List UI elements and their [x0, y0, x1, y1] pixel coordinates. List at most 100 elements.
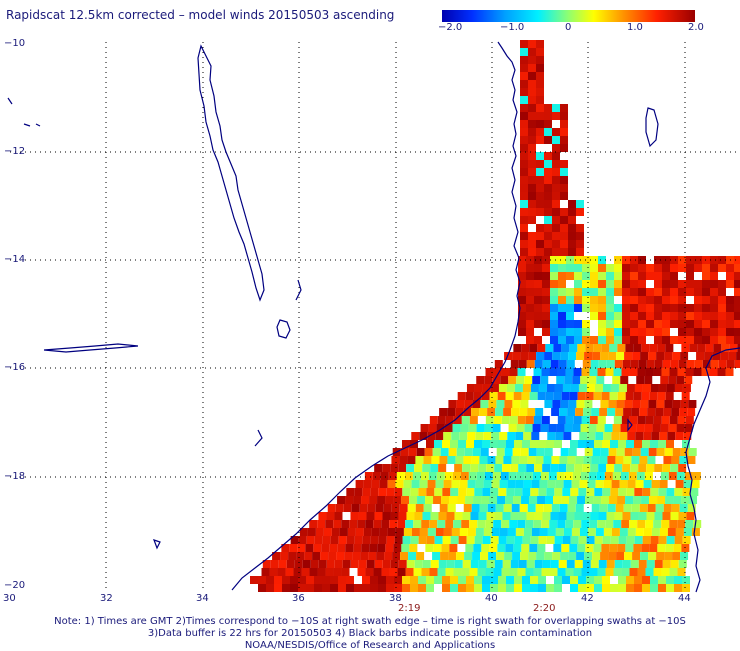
wind-cell — [542, 512, 551, 520]
wind-cell — [622, 280, 630, 288]
wind-cell — [393, 496, 402, 504]
wind-cell — [617, 496, 626, 504]
wind-cell — [593, 392, 602, 400]
wind-cell — [594, 384, 603, 392]
wind-cell — [520, 72, 528, 80]
wind-cell — [621, 368, 630, 376]
wind-cell — [434, 536, 443, 544]
wind-cell — [362, 584, 370, 592]
wind-cell — [611, 528, 620, 536]
wind-cell — [542, 272, 550, 280]
wind-cell — [270, 560, 279, 568]
wind-cell — [602, 488, 611, 496]
wind-cell — [382, 512, 391, 520]
wind-cell — [394, 584, 402, 592]
note-line-3: NOAA/NESDIS/Office of Research and Appli… — [244, 640, 496, 651]
wind-cell — [403, 480, 412, 488]
wind-cell — [441, 544, 450, 552]
wind-cell — [423, 504, 432, 512]
wind-cell — [566, 272, 574, 280]
wind-cell — [399, 504, 408, 512]
wind-cell — [718, 288, 726, 296]
wind-cell — [489, 544, 498, 552]
wind-cell — [258, 584, 266, 592]
wind-cell — [562, 576, 570, 584]
wind-cell — [526, 264, 534, 272]
wind-cell — [569, 496, 578, 504]
wind-cell — [672, 352, 681, 360]
wind-cell — [574, 464, 583, 472]
wind-cell — [520, 200, 528, 208]
wind-cell — [492, 472, 501, 480]
wind-cell — [531, 528, 540, 536]
wind-cell — [544, 168, 552, 176]
wind-cell — [558, 320, 566, 328]
wind-cell — [502, 464, 511, 472]
wind-cell — [389, 568, 398, 576]
wind-cell — [582, 464, 591, 472]
wind-cell — [580, 376, 589, 384]
wind-cell — [648, 552, 657, 560]
wind-cell — [537, 496, 546, 504]
wind-cell — [429, 568, 438, 576]
wind-cell — [506, 536, 515, 544]
wind-cell — [550, 560, 559, 568]
colorbar-label-pos1: 1.0 — [627, 22, 643, 33]
wind-cell — [330, 576, 338, 584]
wind-cell — [463, 456, 472, 464]
wind-cell — [482, 384, 491, 392]
wind-cell — [528, 88, 536, 96]
wind-cell — [676, 424, 685, 432]
wind-cell — [431, 456, 440, 464]
wind-cell — [602, 576, 610, 584]
wind-cell — [648, 352, 657, 360]
wind-cell — [394, 488, 403, 496]
wind-cell — [637, 368, 646, 376]
wind-cell — [634, 488, 643, 496]
lon-label: 34 — [196, 593, 209, 604]
wind-cell — [441, 496, 450, 504]
wind-cell — [678, 512, 687, 520]
wind-cell — [668, 424, 677, 432]
wind-cell — [526, 320, 534, 328]
wind-cell — [566, 320, 574, 328]
wind-cell — [459, 432, 468, 440]
wind-cell — [654, 288, 662, 296]
colorbar-label-zero: 0 — [565, 22, 572, 33]
wind-cell — [490, 584, 498, 592]
wind-cell — [456, 400, 465, 408]
coastline — [7, 41, 740, 593]
wind-cell — [389, 520, 398, 528]
wind-cell — [522, 440, 530, 448]
wind-cell — [581, 568, 590, 576]
wind-cell — [606, 560, 615, 568]
wind-cell — [366, 560, 375, 568]
wind-cell — [675, 480, 684, 488]
wind-cell — [483, 480, 492, 488]
wind-cell — [315, 528, 324, 536]
wind-cell — [401, 496, 410, 504]
wind-cell — [534, 264, 542, 272]
wind-cell — [734, 312, 740, 320]
wind-cell — [358, 560, 367, 568]
wind-cell — [469, 520, 478, 528]
wind-cell — [718, 256, 726, 264]
wind-cell — [528, 240, 536, 248]
wind-cell — [526, 512, 535, 520]
wind-cell — [567, 504, 576, 512]
wind-cell — [670, 320, 678, 328]
wind-cell — [418, 584, 426, 592]
wind-cell — [416, 448, 425, 456]
wind-cell — [575, 408, 584, 416]
wind-cell — [689, 344, 698, 352]
wind-cell — [617, 392, 626, 400]
wind-cell — [472, 552, 481, 560]
wind-cell — [678, 312, 686, 320]
wind-cell — [442, 536, 451, 544]
wind-cell — [470, 560, 479, 568]
wind-cell — [586, 584, 594, 592]
wind-cell — [403, 528, 412, 536]
wind-cell — [560, 128, 568, 136]
wind-cell — [614, 328, 622, 336]
wind-cell — [655, 408, 664, 416]
